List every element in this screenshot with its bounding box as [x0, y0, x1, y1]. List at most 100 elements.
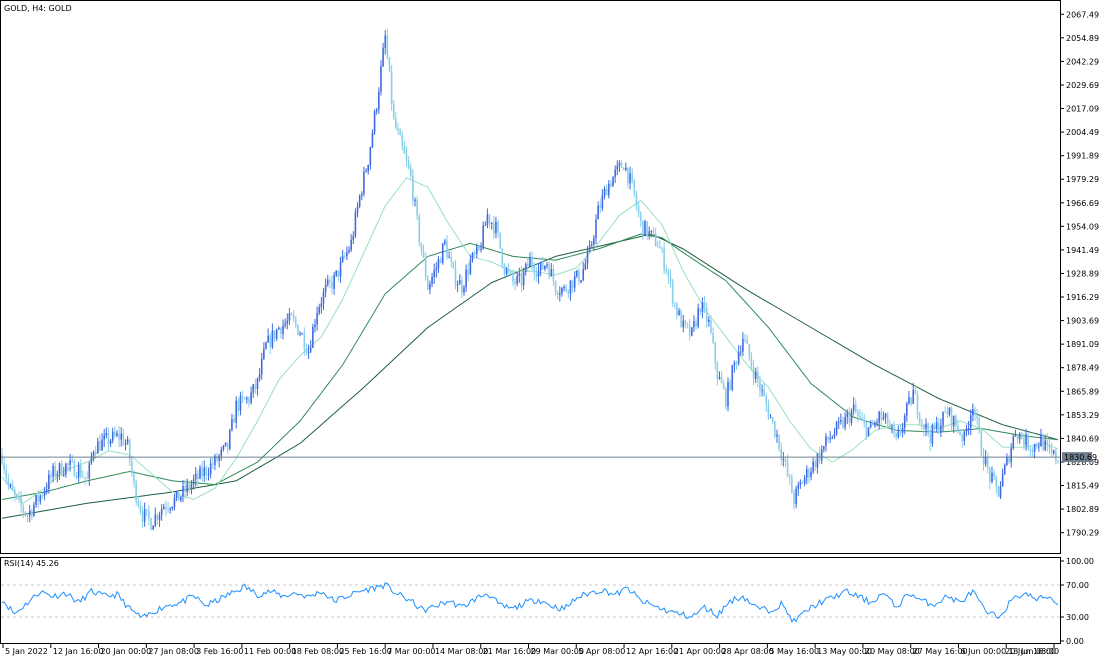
candle-body	[752, 367, 755, 379]
candle-body	[254, 384, 257, 389]
time-tick-label: 27 May 16:00	[913, 647, 968, 656]
price-tick-label: 1790.29	[1066, 529, 1099, 538]
candle-body	[478, 246, 480, 250]
candle-body	[859, 415, 861, 418]
price-tick-label: 1891.09	[1066, 340, 1099, 349]
candle-body	[622, 167, 625, 170]
candle-body	[603, 188, 606, 196]
candle-body	[299, 333, 301, 335]
candle-body	[880, 411, 883, 420]
candle-body	[220, 449, 223, 456]
candle-body	[431, 276, 433, 284]
candle-body	[226, 442, 229, 449]
candle-body	[650, 230, 653, 232]
candle-body	[816, 453, 819, 468]
candle-body	[612, 176, 614, 187]
time-tick-label: 29 Mar 00:00	[531, 647, 584, 656]
candle-body	[180, 496, 182, 501]
price-tick-label: 1979.29	[1066, 175, 1099, 184]
candle-body	[1021, 433, 1023, 439]
candle-body	[854, 404, 857, 412]
candle-body	[1025, 434, 1027, 446]
time-tick-label: 18 Feb 08:00	[292, 647, 344, 656]
candle-body	[126, 439, 129, 444]
candle-body	[610, 183, 612, 187]
candle-body	[688, 324, 691, 336]
candle-body	[984, 456, 987, 465]
candle-body	[980, 430, 983, 456]
candle-body	[33, 504, 35, 516]
candle-body	[222, 445, 225, 450]
candle-body	[961, 434, 963, 441]
price-tick-label: 2054.89	[1066, 34, 1099, 43]
price-tick-label: 1903.69	[1066, 317, 1099, 326]
candle-body	[444, 240, 446, 244]
candle-body	[865, 422, 868, 436]
candle-body	[1038, 446, 1040, 448]
time-tick-label: 20 May 08:00	[865, 647, 920, 656]
candle-body	[529, 256, 531, 267]
candle-body	[395, 118, 397, 129]
candle-body	[367, 165, 369, 172]
candle-body	[918, 414, 921, 423]
candle-body	[133, 472, 135, 483]
candle-body	[548, 264, 550, 277]
rsi-label: RSI(14) 45.26	[4, 559, 59, 568]
candle-body	[18, 496, 20, 499]
candle-body	[116, 433, 118, 436]
rsi-tick-label: 0.00	[1066, 637, 1084, 646]
candle-body	[837, 421, 840, 423]
candle-body	[788, 475, 791, 478]
candle-body	[75, 476, 78, 478]
candle-body	[978, 418, 981, 431]
candle-body	[405, 153, 408, 161]
candle-body	[695, 321, 697, 327]
candle-body	[948, 407, 951, 415]
candle-body	[829, 438, 831, 440]
candle-body	[893, 426, 895, 434]
candle-body	[13, 490, 16, 495]
rsi-tick-label: 30.00	[1066, 613, 1089, 622]
candle-body	[111, 431, 114, 441]
candle-body	[407, 160, 410, 168]
candle-body	[346, 252, 348, 257]
candle-body	[339, 261, 342, 277]
candle-body	[86, 478, 88, 480]
candle-body	[295, 318, 297, 325]
candle-body	[122, 433, 125, 445]
candle-body	[514, 281, 516, 284]
price-tick-label: 2067.49	[1066, 10, 1099, 19]
candle-body	[744, 338, 746, 341]
candle-body	[512, 272, 514, 282]
candle-body	[124, 443, 127, 445]
candle-body	[43, 491, 46, 496]
candle-body	[795, 488, 797, 505]
candle-body	[1040, 434, 1042, 447]
candle-body	[524, 263, 527, 273]
candle-body	[1046, 440, 1049, 445]
candle-body	[363, 171, 365, 194]
candle-body	[99, 441, 101, 451]
candle-body	[320, 303, 323, 308]
candle-body	[895, 433, 897, 438]
candle-body	[1050, 448, 1053, 454]
candle-body	[392, 104, 395, 119]
candle-body	[565, 286, 567, 291]
candle-body	[522, 272, 525, 286]
candle-body	[20, 498, 22, 507]
candle-body	[418, 215, 421, 243]
candle-body	[912, 389, 915, 404]
candle-body	[737, 352, 740, 364]
candle-body	[192, 479, 195, 485]
ma-slow-line	[1, 233, 1059, 519]
candle-body	[239, 395, 242, 412]
price-panel[interactable]	[0, 0, 1061, 554]
candle-body	[616, 165, 619, 170]
candle-body	[967, 428, 970, 430]
candle-body	[774, 421, 776, 437]
rsi-panel[interactable]	[0, 557, 1061, 644]
price-tick-label: 1840.69	[1066, 434, 1099, 443]
candle-body	[169, 508, 171, 510]
candle-body	[493, 222, 495, 234]
